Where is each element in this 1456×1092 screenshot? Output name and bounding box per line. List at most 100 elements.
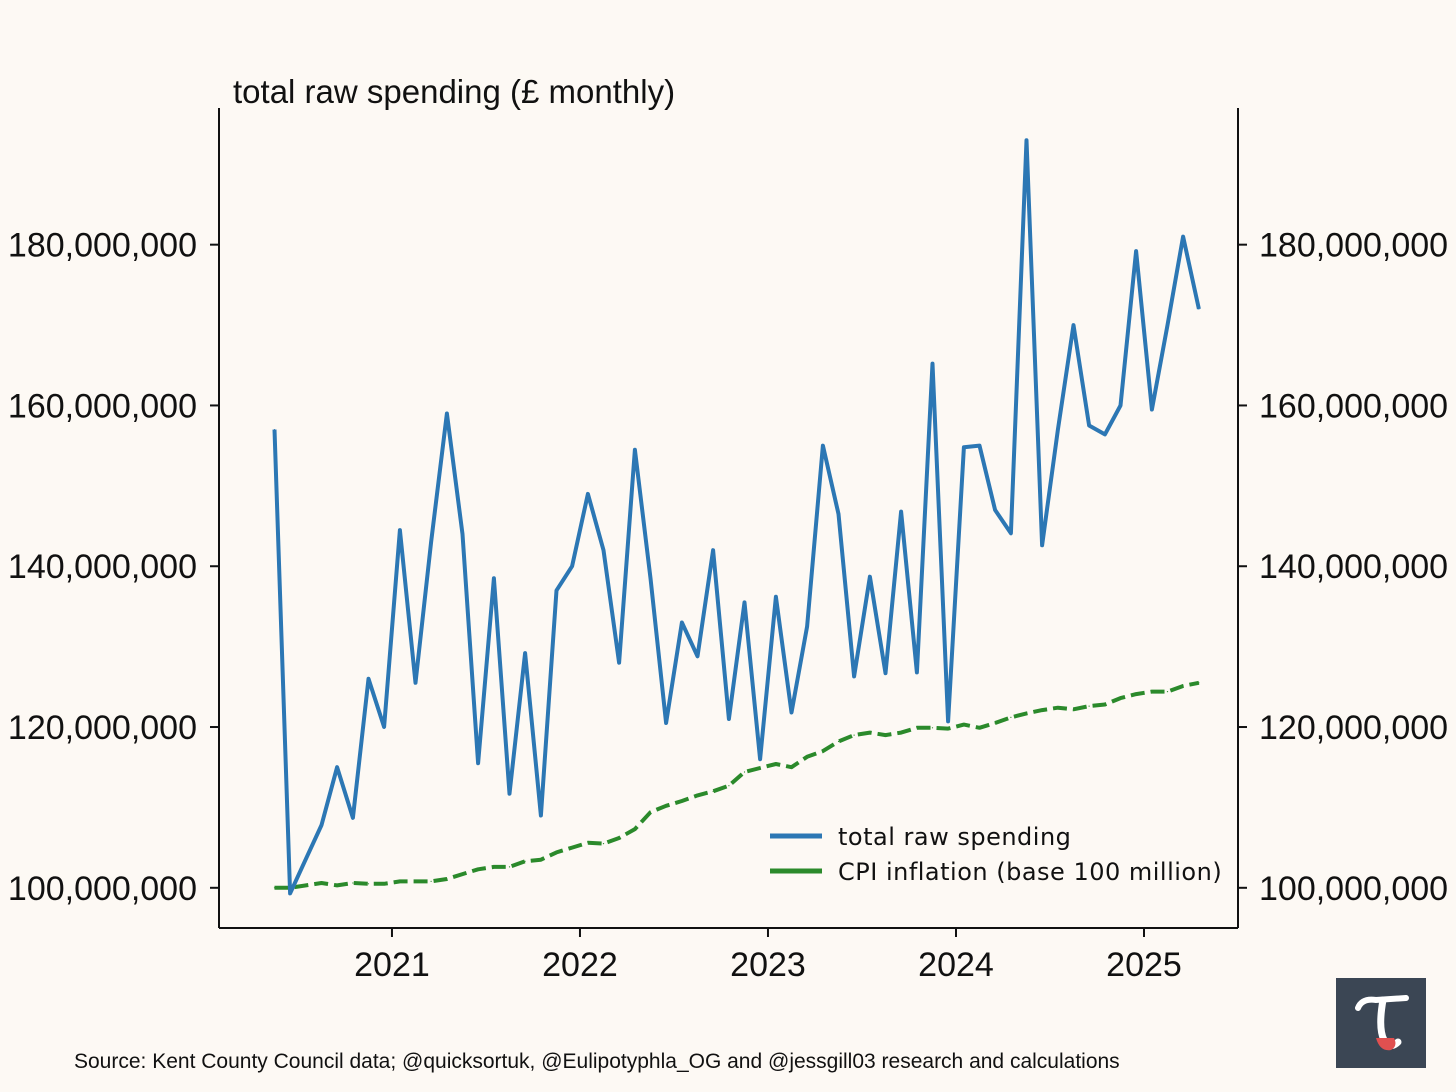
data-point-spending bbox=[728, 718, 730, 720]
data-point-cpi bbox=[900, 732, 902, 734]
data-point-spending bbox=[320, 824, 323, 826]
legend: total raw spending CPI inflation (base 1… bbox=[770, 823, 1222, 886]
data-point-spending bbox=[963, 446, 965, 448]
data-point-spending bbox=[1088, 424, 1090, 427]
data-point-cpi bbox=[634, 828, 636, 830]
data-point-cpi bbox=[712, 790, 714, 792]
data-point-spending bbox=[822, 445, 824, 447]
data-point-spending bbox=[602, 549, 605, 551]
data-point-cpi bbox=[446, 878, 448, 880]
data-point-cpi bbox=[759, 767, 761, 769]
data-point-cpi bbox=[822, 750, 824, 752]
data-point-cpi bbox=[367, 883, 370, 885]
data-point-cpi bbox=[273, 887, 276, 889]
chart-title: total raw spending (£ monthly) bbox=[233, 73, 675, 110]
x-tick-label: 2023 bbox=[730, 946, 806, 984]
data-point-cpi bbox=[978, 727, 981, 729]
data-point-cpi bbox=[602, 843, 605, 845]
data-point-cpi bbox=[305, 884, 307, 887]
data-point-cpi bbox=[1182, 685, 1184, 687]
data-point-spending bbox=[806, 625, 808, 628]
data-point-spending bbox=[367, 678, 370, 680]
data-point-spending bbox=[1025, 139, 1028, 141]
data-point-spending bbox=[1166, 324, 1169, 326]
x-ticks: 2021 2022 2023 2024 2025 bbox=[354, 928, 1182, 984]
y-tick-label-right: 100,000,000 bbox=[1259, 870, 1448, 908]
data-point-cpi bbox=[555, 851, 558, 854]
data-point-spending bbox=[477, 762, 479, 764]
data-point-spending bbox=[916, 671, 918, 674]
data-point-cpi bbox=[540, 859, 542, 861]
data-point-spending bbox=[790, 711, 793, 714]
data-point-cpi bbox=[916, 727, 918, 729]
data-point-spending bbox=[1104, 433, 1106, 435]
data-point-spending bbox=[493, 577, 495, 579]
tau-logo-icon bbox=[1355, 995, 1409, 1051]
y-ticks-right: 100,000,000 120,000,000 140,000,000 160,000… bbox=[1238, 227, 1448, 908]
data-point-spending bbox=[352, 817, 354, 819]
data-point-spending bbox=[1182, 236, 1184, 238]
data-point-cpi bbox=[1104, 703, 1106, 706]
data-point-spending bbox=[289, 892, 291, 895]
data-point-cpi bbox=[618, 837, 620, 839]
data-point-cpi bbox=[884, 734, 887, 736]
data-point-spending bbox=[649, 577, 652, 579]
data-point-spending bbox=[869, 576, 871, 578]
data-point-spending bbox=[587, 493, 589, 495]
data-point-spending bbox=[430, 541, 432, 543]
legend-label-cpi: CPI inflation (base 100 million) bbox=[838, 858, 1222, 886]
data-point-cpi bbox=[1072, 708, 1075, 710]
tau-logo bbox=[1336, 978, 1426, 1068]
data-point-cpi bbox=[1088, 705, 1090, 707]
data-point-spending bbox=[853, 675, 855, 678]
series-layer bbox=[272, 138, 1201, 896]
data-point-cpi bbox=[837, 740, 840, 743]
series-line-total-raw-spending bbox=[272, 138, 1201, 896]
y-tick-label-right: 180,000,000 bbox=[1259, 227, 1448, 265]
data-point-cpi bbox=[461, 873, 464, 875]
data-point-spending bbox=[446, 412, 448, 415]
data-point-cpi bbox=[1119, 697, 1122, 699]
data-point-cpi bbox=[696, 794, 699, 797]
data-point-spending bbox=[712, 549, 714, 551]
data-point-cpi bbox=[571, 847, 573, 849]
data-point-cpi bbox=[1057, 707, 1059, 709]
data-point-spending bbox=[743, 601, 746, 604]
data-point-spending bbox=[461, 533, 464, 535]
data-point-cpi bbox=[1010, 716, 1012, 719]
data-point-spending bbox=[540, 814, 542, 817]
legend-label-spending: total raw spending bbox=[838, 823, 1071, 851]
data-point-spending bbox=[947, 720, 949, 723]
y-tick-label-right: 120,000,000 bbox=[1259, 709, 1448, 747]
data-point-spending bbox=[884, 672, 887, 674]
data-point-spending bbox=[1057, 429, 1059, 431]
data-point-cpi bbox=[649, 811, 652, 813]
data-point-spending bbox=[1198, 308, 1200, 310]
data-point-spending bbox=[837, 513, 840, 515]
data-point-cpi bbox=[790, 766, 793, 768]
data-point-cpi bbox=[665, 805, 667, 807]
data-point-spending bbox=[681, 621, 683, 624]
data-point-cpi bbox=[414, 880, 417, 883]
data-point-cpi bbox=[728, 785, 730, 787]
y-tick-label-right: 140,000,000 bbox=[1259, 548, 1448, 586]
data-point-spending bbox=[978, 445, 981, 447]
x-tick-label: 2021 bbox=[354, 946, 430, 984]
data-point-cpi bbox=[853, 734, 855, 736]
x-tick-label: 2024 bbox=[918, 946, 994, 984]
data-point-cpi bbox=[477, 868, 479, 870]
data-point-cpi bbox=[524, 860, 526, 862]
data-point-spending bbox=[399, 529, 401, 531]
data-point-cpi bbox=[869, 732, 871, 734]
source-note: Source: Kent County Council data; @quick… bbox=[74, 1050, 1120, 1073]
x-tick-label: 2022 bbox=[542, 946, 618, 984]
data-point-spending bbox=[305, 858, 307, 860]
data-point-spending bbox=[336, 766, 338, 768]
data-point-spending bbox=[618, 662, 620, 664]
data-point-cpi bbox=[931, 727, 934, 729]
data-point-cpi bbox=[493, 866, 495, 868]
axes bbox=[218, 108, 1239, 929]
data-point-cpi bbox=[806, 756, 808, 758]
data-point-cpi bbox=[1025, 712, 1028, 715]
y-tick-label-left: 100,000,000 bbox=[8, 870, 197, 908]
